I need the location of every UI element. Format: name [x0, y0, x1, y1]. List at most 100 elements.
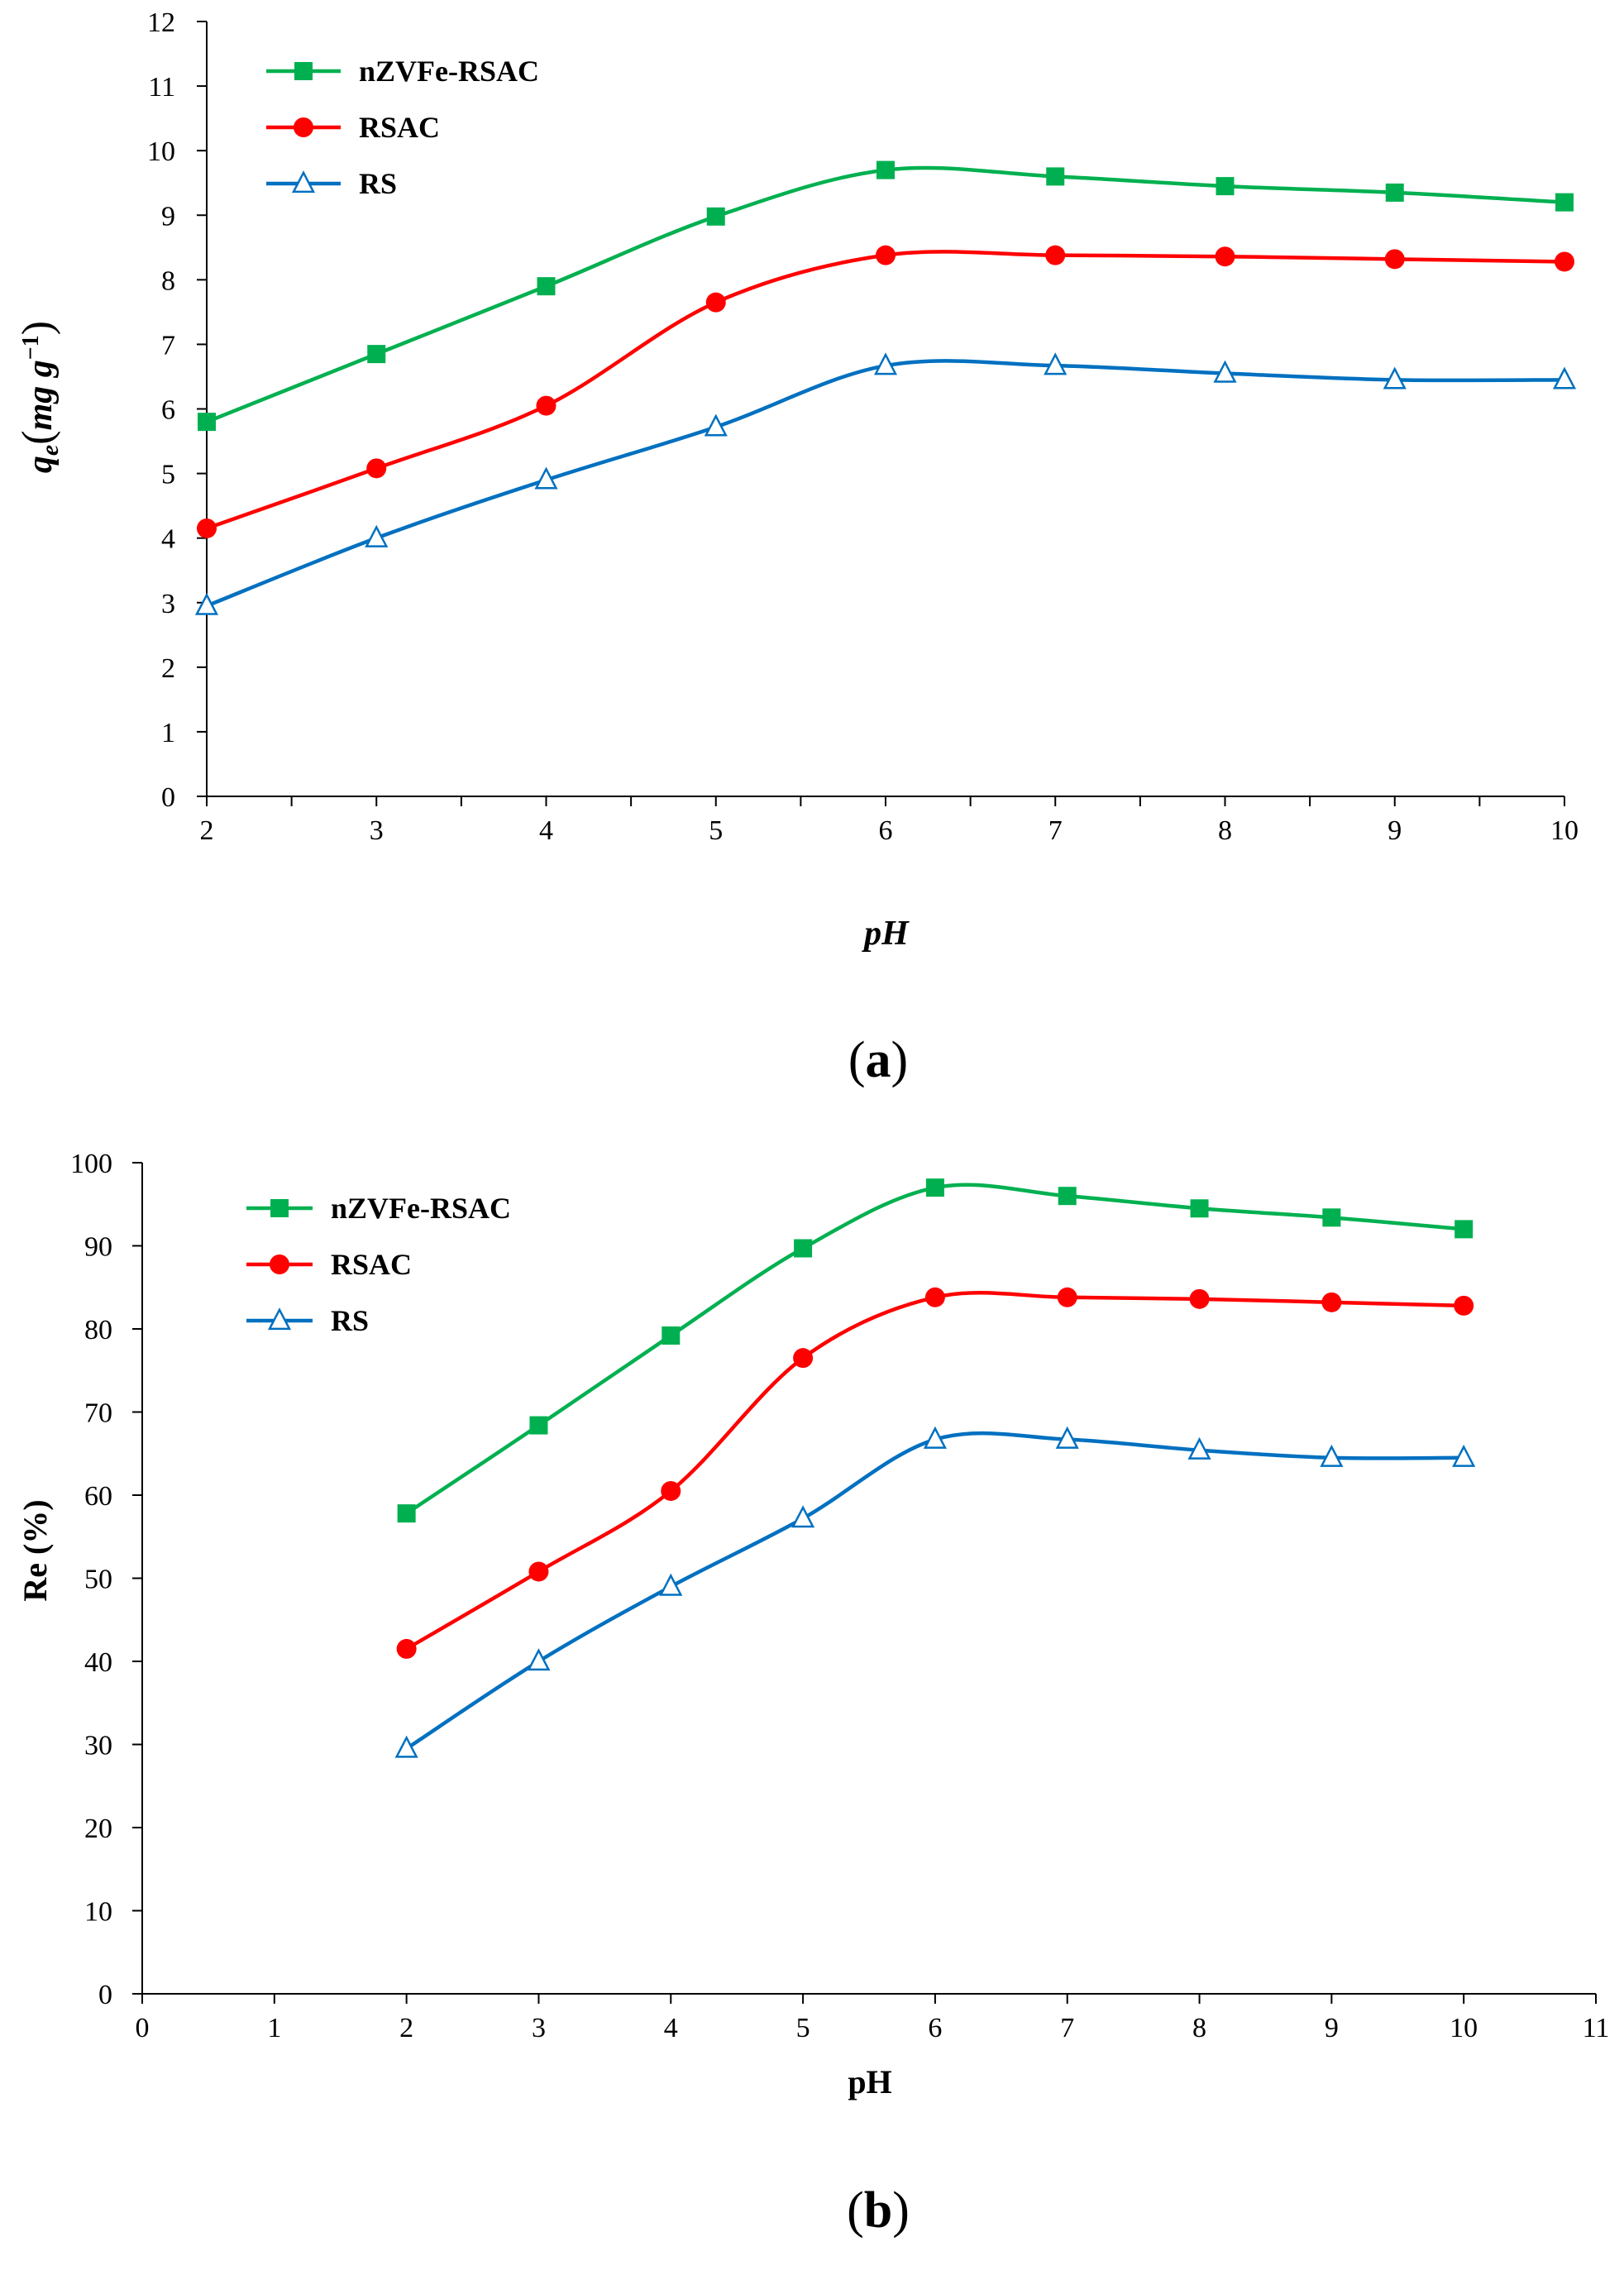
- panel-label-b-open: (: [847, 2182, 864, 2239]
- data-point-rs: [1452, 1444, 1476, 1467]
- axes-b: [141, 1163, 1596, 1995]
- series-rsac: [396, 1287, 1474, 1659]
- y-tick-label: 8: [161, 265, 175, 296]
- series-nzvfe-rsac: [198, 160, 1574, 432]
- data-point-rsac: [924, 1287, 945, 1307]
- y-tick-label: 80: [84, 1315, 112, 1345]
- y-tick-label: 9: [161, 201, 175, 232]
- data-point-rsac: [1045, 245, 1066, 265]
- y-tick-label: 70: [84, 1398, 112, 1429]
- data-point-rs: [791, 1505, 815, 1528]
- y-axis-title-a-base: q: [21, 456, 60, 473]
- x-axis-title-b: pH: [848, 2063, 891, 2100]
- data-point-nzvfe-rsac: [1058, 1187, 1077, 1206]
- data-point-rs: [1044, 352, 1068, 375]
- series-line-rs: [405, 1431, 1464, 1751]
- panel-label-a: (a): [848, 1032, 908, 1088]
- y-axis-title-b: Re (%): [17, 1499, 54, 1601]
- data-point-rs: [194, 592, 219, 615]
- series-nzvfe-rsac: [397, 1178, 1474, 1523]
- data-point-rsac: [1215, 246, 1235, 267]
- series-rs: [394, 1426, 1476, 1758]
- data-point-nzvfe-rsac: [1216, 177, 1235, 196]
- data-point-nzvfe-rsac: [1190, 1199, 1209, 1218]
- data-point-nzvfe-rsac: [367, 345, 386, 364]
- series-group-b: [394, 1178, 1476, 1758]
- data-point-nzvfe-rsac: [397, 1504, 416, 1523]
- y-tick-label: 0: [161, 782, 175, 813]
- x-tick-label: 7: [1048, 815, 1063, 846]
- legend-marker-rsac: [270, 1254, 289, 1274]
- x-tick-label: 8: [1192, 2013, 1206, 2043]
- y-tick-label: 90: [84, 1232, 112, 1263]
- data-point-rs: [1187, 1436, 1211, 1460]
- data-point-rsac: [1384, 249, 1405, 270]
- data-point-nzvfe-rsac: [1385, 183, 1404, 202]
- y-tick-label: 30: [84, 1731, 112, 1761]
- legend-marker-nzvfe-rsac: [294, 62, 313, 80]
- legend-item-nzvfe-rsac: nZVFe-RSAC: [266, 55, 539, 88]
- legend-label-rs: RS: [331, 1304, 369, 1337]
- data-point-rs: [534, 466, 558, 490]
- series-line-rsac: [405, 1291, 1464, 1651]
- y-tick-label: 2: [161, 653, 175, 684]
- data-point-nzvfe-rsac: [198, 413, 216, 432]
- x-tick-label: 9: [1325, 2013, 1339, 2043]
- data-point-rs: [873, 352, 898, 375]
- data-point-rsac: [1057, 1287, 1077, 1307]
- y-tick-label: 40: [84, 1647, 112, 1678]
- data-point-nzvfe-rsac: [1454, 1220, 1474, 1239]
- data-point-rsac: [705, 292, 726, 313]
- x-tick-label: 1: [267, 2013, 281, 2043]
- x-ticks-a: 2 3 4 5 6 7 8 9 10: [200, 796, 1579, 846]
- series-group-a: [194, 160, 1577, 615]
- x-tick-label: 2: [399, 2013, 413, 2043]
- data-point-rs: [704, 413, 728, 437]
- data-point-nzvfe-rsac: [1322, 1208, 1341, 1227]
- panel-label-b-close: ): [892, 2182, 910, 2239]
- data-point-nzvfe-rsac: [794, 1239, 813, 1258]
- panel-label-a-letter: a: [866, 1032, 891, 1088]
- x-tick-label: 4: [664, 2013, 678, 2043]
- legend-marker-nzvfe-rsac: [270, 1199, 289, 1217]
- legend-label-rs: RS: [359, 167, 397, 200]
- y-tick-label: 6: [161, 395, 175, 426]
- series-line-rs: [206, 359, 1565, 608]
- y-tick-label: 100: [70, 1149, 112, 1179]
- data-point-rs: [394, 1735, 418, 1758]
- legend-marker-rsac: [294, 117, 313, 137]
- y-axis-title-a-sub: e: [36, 445, 64, 456]
- legend-a: nZVFe-RSAC RSAC RS: [266, 55, 539, 200]
- x-tick-label: 3: [532, 2013, 546, 2043]
- data-point-rsac: [793, 1348, 814, 1369]
- y-tick-label: 12: [147, 7, 175, 38]
- y-tick-label: 11: [148, 72, 175, 103]
- data-point-rs: [1383, 366, 1407, 389]
- legend-b: nZVFe-RSAC RSAC RS: [246, 1192, 511, 1337]
- data-point-rs: [1552, 366, 1577, 389]
- data-point-nzvfe-rsac: [1555, 193, 1574, 212]
- series-line-nzvfe-rsac: [206, 165, 1565, 424]
- chart-panel-b: 0 1 2 3 4 5 6 7 8 9 10 11 0 10 20 30 40 50 60 70 80 90 100 nZ…: [17, 1149, 1609, 2239]
- data-point-nzvfe-rsac: [529, 1416, 548, 1435]
- y-tick-label: 5: [161, 460, 175, 490]
- data-point-rsac: [528, 1561, 549, 1582]
- y-axis-title-a: qe(mg g−1): [14, 321, 64, 473]
- data-point-rsac: [1189, 1288, 1210, 1309]
- x-tick-label: 9: [1388, 815, 1402, 846]
- x-axis-title-a: pH: [862, 915, 910, 953]
- panel-label-a-close: ): [891, 1032, 909, 1088]
- y-tick-label: 10: [147, 136, 175, 167]
- x-tick-label: 3: [370, 815, 384, 846]
- data-point-rsac: [197, 518, 217, 538]
- panel-label-a-open: (: [848, 1032, 866, 1088]
- data-point-rsac: [396, 1638, 417, 1659]
- data-point-rs: [923, 1426, 947, 1449]
- data-point-rs: [365, 524, 389, 547]
- data-point-rsac: [366, 458, 387, 479]
- x-tick-label: 2: [200, 815, 214, 846]
- data-point-nzvfe-rsac: [662, 1326, 681, 1345]
- y-axis-title-a-paren-close: ): [14, 321, 61, 335]
- data-point-rsac: [1454, 1295, 1474, 1316]
